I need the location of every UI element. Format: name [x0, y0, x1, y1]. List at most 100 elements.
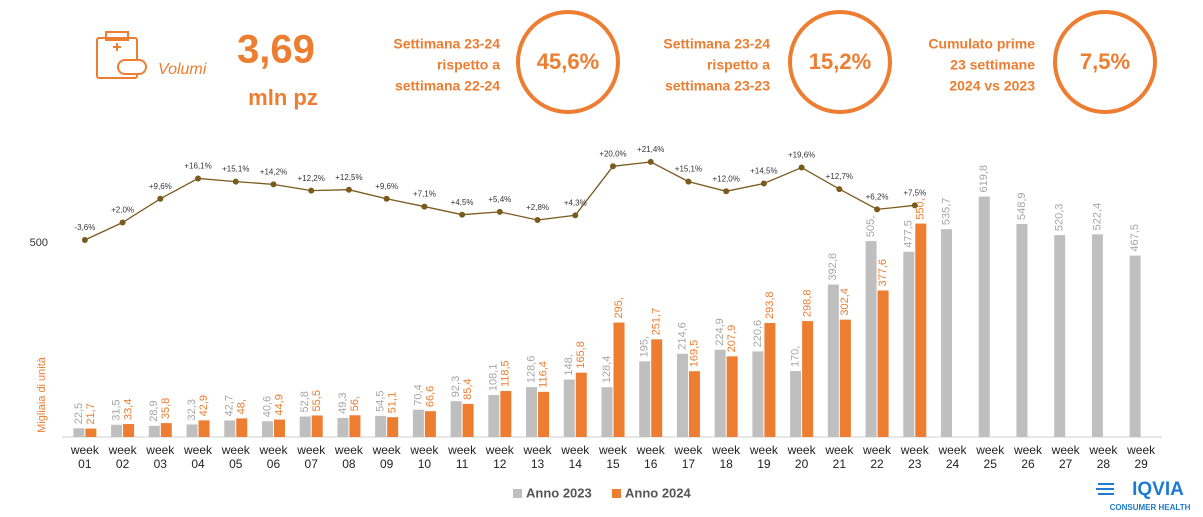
growth-point	[874, 206, 881, 213]
bar	[500, 391, 512, 437]
bar-value-label: 377,6	[877, 259, 889, 287]
bar	[148, 425, 160, 437]
bar-value-label: 128,6	[525, 356, 537, 384]
kpi-caption: rispetto a	[437, 57, 500, 73]
x-tick-label: week 05	[221, 443, 250, 471]
kpi-circle	[788, 10, 892, 114]
bar-value-label: 522,4	[1091, 203, 1103, 231]
bar-value-label: 195,	[639, 336, 651, 357]
x-tick-label: week 04	[184, 443, 213, 471]
growth-point	[647, 158, 654, 165]
bar-value-label: 108,1	[488, 364, 500, 392]
x-tick-label: week 08	[334, 443, 363, 471]
x-tick-label: week 06	[259, 443, 288, 471]
growth-label: +12,7%	[826, 172, 853, 181]
bar-value-label: 22,5	[73, 403, 85, 424]
kpi-caption: 23 settimane	[950, 57, 1035, 73]
growth-point	[685, 178, 692, 185]
growth-point	[798, 164, 805, 171]
bar-value-label: 293,8	[764, 291, 776, 319]
y-tick-label: 500	[30, 237, 48, 249]
growth-point	[459, 211, 466, 218]
x-tick-label: week 03	[146, 443, 175, 471]
x-tick-label: week 24	[938, 443, 967, 471]
kpi-caption: Settimana 23-24	[663, 36, 770, 52]
bar-value-label: 116,4	[537, 361, 549, 388]
x-tick-label: week 20	[787, 443, 816, 471]
bar-value-label: 35,8	[160, 398, 172, 419]
bar-value-label: 51,1	[387, 392, 399, 413]
bar	[639, 361, 651, 437]
bar	[412, 409, 424, 437]
bar	[337, 417, 349, 437]
bar	[613, 322, 625, 437]
bar	[676, 353, 688, 437]
kpi-percent: 7,5%	[1080, 49, 1130, 74]
bar-value-label: 477,5	[903, 220, 915, 248]
bar-value-label: 505,	[865, 216, 877, 237]
bar-value-label: 520,3	[1054, 204, 1066, 232]
growth-point	[345, 186, 352, 193]
kpi-caption: rispetto a	[707, 57, 770, 73]
growth-label: +5,4%	[488, 195, 511, 204]
x-tick-label: week 15	[598, 443, 627, 471]
x-tick-label: week 07	[297, 443, 326, 471]
growth-point	[572, 212, 579, 219]
growth-label: +14,5%	[750, 167, 777, 176]
bar	[601, 387, 613, 437]
growth-label: +2,8%	[526, 203, 549, 212]
bar	[903, 251, 915, 437]
bar	[450, 401, 462, 437]
kpi-circle	[516, 10, 620, 114]
bar	[224, 420, 236, 437]
growth-label: +9,6%	[149, 182, 172, 191]
bar	[375, 415, 387, 437]
bar-value-label: 33,4	[122, 399, 134, 420]
bar	[790, 371, 802, 437]
icon	[96, 31, 147, 79]
growth-point	[195, 175, 202, 182]
bar	[424, 411, 436, 437]
bar	[752, 351, 764, 437]
growth-point	[911, 202, 918, 209]
bar-value-label: 467,5	[1129, 224, 1141, 252]
bar	[839, 319, 851, 437]
kpi-caption: settimana 22-24	[395, 78, 500, 94]
bar	[85, 428, 97, 437]
bar-value-label: 48,	[236, 399, 248, 414]
bar	[1129, 255, 1141, 437]
growth-label: +12,5%	[335, 173, 362, 182]
growth-point	[723, 188, 730, 195]
growth-point	[383, 195, 390, 202]
bar	[802, 321, 814, 437]
bar-value-label: 224,9	[714, 318, 726, 346]
x-tick-label: week 09	[372, 443, 401, 471]
bar-value-label: 169,5	[688, 340, 700, 368]
icon-label: Volumi	[158, 61, 207, 78]
bar	[1054, 235, 1066, 437]
bar	[198, 420, 210, 437]
bar	[827, 284, 839, 437]
bar-value-label: 392,8	[827, 253, 839, 281]
growth-point	[232, 178, 239, 185]
bar	[877, 290, 889, 437]
growth-label: +15,1%	[222, 165, 249, 174]
legend-swatch	[513, 489, 522, 498]
bar-value-label: 55,5	[311, 390, 323, 411]
x-tick-label: week 26	[1013, 443, 1042, 471]
kpi-caption: 2024 vs 2023	[949, 78, 1035, 94]
bar-value-label: 54,5	[375, 390, 387, 411]
bar-value-label: 550,	[915, 198, 927, 219]
kpi-circle	[1053, 10, 1157, 114]
bar-value-label: 40,6	[261, 396, 273, 417]
bar	[526, 387, 538, 437]
bar-value-label: 128,4	[601, 356, 613, 384]
bar-value-label: 165,8	[575, 341, 587, 369]
bar-value-label: 66,6	[424, 386, 436, 407]
bar-value-label: 70,4	[412, 384, 424, 405]
bar	[273, 419, 285, 437]
bar-value-label: 32,3	[186, 399, 198, 420]
legend-label: Anno 2024	[625, 485, 692, 500]
growth-point	[760, 180, 767, 187]
bar	[299, 416, 311, 437]
